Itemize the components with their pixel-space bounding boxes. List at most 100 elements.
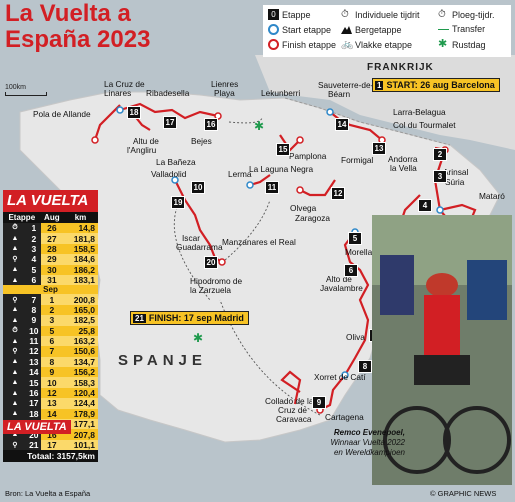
stage-km: 163,2: [63, 335, 98, 347]
city-label: la Zarzuela: [190, 285, 232, 295]
table-header-row: Etappe Aug km: [3, 212, 98, 223]
city-label: Béarn: [328, 89, 351, 99]
svg-text:✱: ✱: [254, 119, 264, 133]
stage-date: 30: [40, 264, 64, 275]
city-label: Mataró: [479, 191, 505, 201]
city-label: La Bañeza: [156, 157, 196, 167]
stage-badge: 15: [276, 143, 290, 156]
city-label: Hipodromo de: [190, 276, 243, 286]
stage-date: 7: [40, 346, 64, 357]
table-row: ▲ 15 10 158,3: [3, 377, 98, 388]
start-callout: 1 START: 26 aug Barcelona: [372, 78, 500, 92]
city-label: l'Angliru: [127, 145, 157, 155]
table-row: ⏱ 1 26 14,8: [3, 223, 98, 234]
stage-number: 18: [27, 408, 41, 420]
scale-bar: [5, 92, 47, 96]
city-label: Cruz de: [278, 405, 308, 415]
city-label: Sauveterre-de-: [318, 80, 374, 90]
stage-number: 13: [27, 356, 41, 368]
city-label: Larra-Belagua: [393, 107, 446, 117]
flat-icon: ⚲: [3, 346, 27, 357]
city-label: Lerma: [228, 169, 252, 179]
border-line: [284, 97, 451, 146]
stage-km: 150,6: [63, 346, 98, 357]
city-label: Caravaca: [276, 414, 312, 424]
stage-km: 178,9: [63, 408, 98, 420]
flat-icon: ⚲: [3, 439, 27, 451]
legend: 0 Etappe Start etappe Finish etappe ⏱ In…: [263, 5, 511, 57]
table-row: ▲ 9 3 182,5: [3, 315, 98, 326]
legend-transfer-label: Transfer: [452, 24, 486, 34]
city-label: Collado de la: [265, 396, 314, 406]
transfer-line-icon: [438, 28, 449, 30]
table-total: Totaal: 3157,5km: [3, 450, 98, 463]
finish-callout-number: 21: [133, 313, 146, 323]
flat-icon: ⚲: [3, 254, 27, 265]
stage-number: 14: [27, 367, 41, 378]
page-title: La Vuelta a España 2023: [5, 1, 245, 53]
title-line-2: España 2023: [5, 26, 151, 53]
stage-number: 8: [27, 304, 41, 316]
legend-flat-label: Vlakke etappe: [355, 39, 413, 50]
legend-transfer: Transfer: [438, 24, 485, 34]
city-label: Olvega: [290, 203, 317, 213]
stage-date: 9: [40, 367, 64, 378]
stage-km: 14,8: [63, 223, 98, 234]
mountain-icon: ▲: [3, 377, 27, 388]
stage-date: 5: [40, 325, 64, 336]
scale-label: 100km: [5, 84, 27, 91]
stage-km: 177,1: [63, 419, 98, 430]
legend-mountain: Bergetappe: [341, 24, 402, 35]
table-row: ▲ 13 8 134,7: [3, 356, 98, 368]
mountain-icon: [341, 26, 352, 34]
city-label: Morella: [345, 247, 373, 257]
stage-number: 20: [27, 429, 41, 440]
stage-number-icon: 0: [268, 9, 279, 20]
mountain-icon: ▲: [3, 304, 27, 316]
stage-date: 28: [40, 243, 64, 255]
legend-stage: 0 Etappe: [268, 9, 311, 20]
legend-finish: Finish etappe: [268, 39, 336, 50]
legend-ttt-label: Ploeg-tijdr.: [452, 9, 495, 20]
stage-date: 16: [40, 429, 64, 440]
legend-mountain-label: Bergetappe: [355, 24, 402, 35]
stage-km: 165,0: [63, 304, 98, 316]
mountain-icon: ▲: [3, 233, 27, 244]
legend-rest: ✱ Rustdag: [438, 39, 486, 50]
legend-start-label: Start etappe: [282, 24, 332, 35]
mountain-icon: ▲: [3, 274, 27, 286]
stage-number: 10: [27, 325, 41, 336]
finish-callout: 21 FINISH: 17 sep Madrid: [130, 311, 249, 325]
stage-badge: 8: [358, 360, 372, 373]
table-body: ⏱ 1 26 14,8 ▲ 2 27 181,8 ▲ 3 28 158,5 ⚲ 4 29 184,6 ▲ 5 30 1…: [3, 223, 98, 451]
stage-km: 158,5: [63, 243, 98, 255]
stage-date: 13: [40, 398, 64, 409]
city-label: Súria: [445, 177, 465, 187]
legend-ttt: ⏱ Ploeg-tijdr.: [438, 9, 495, 20]
city-label: Andorra: [388, 154, 418, 164]
stage-km: 124,4: [63, 398, 98, 409]
stage-number: 6: [27, 274, 41, 286]
stage-badge: 9: [312, 396, 326, 409]
stage-badge: 17: [163, 116, 177, 129]
vuelta-logo: LA VUELTA: [3, 190, 98, 212]
table-row: ▲ 14 9 156,2: [3, 367, 98, 378]
stage-badge: 16: [204, 118, 218, 131]
table-row: ▲ 17 13 124,4: [3, 398, 98, 409]
stage-date: 29: [40, 254, 64, 265]
stage-date: 17: [40, 439, 64, 451]
stage-number: 11: [27, 335, 41, 347]
stage-table-grid: Etappe Aug km ⏱ 1 26 14,8 ▲ 2 27 181,8 ▲ 3 28 158,5…: [3, 212, 98, 451]
mountain-icon: ▲: [3, 429, 27, 440]
mountain-icon: ▲: [3, 387, 27, 399]
stage-number: 9: [27, 315, 41, 326]
stage-date: 14: [40, 408, 64, 420]
city-label: Linares: [104, 88, 132, 98]
table-row: ⏱ 10 5 25,8: [3, 325, 98, 336]
header-stage: Etappe: [3, 212, 41, 223]
stage-number: 17: [27, 398, 41, 409]
stage-km: 134,7: [63, 356, 98, 368]
stage-km: 101,1: [63, 439, 98, 451]
city-label: Arinsal: [443, 167, 469, 177]
legend-itt-label: Individuele tijdrit: [355, 9, 420, 20]
